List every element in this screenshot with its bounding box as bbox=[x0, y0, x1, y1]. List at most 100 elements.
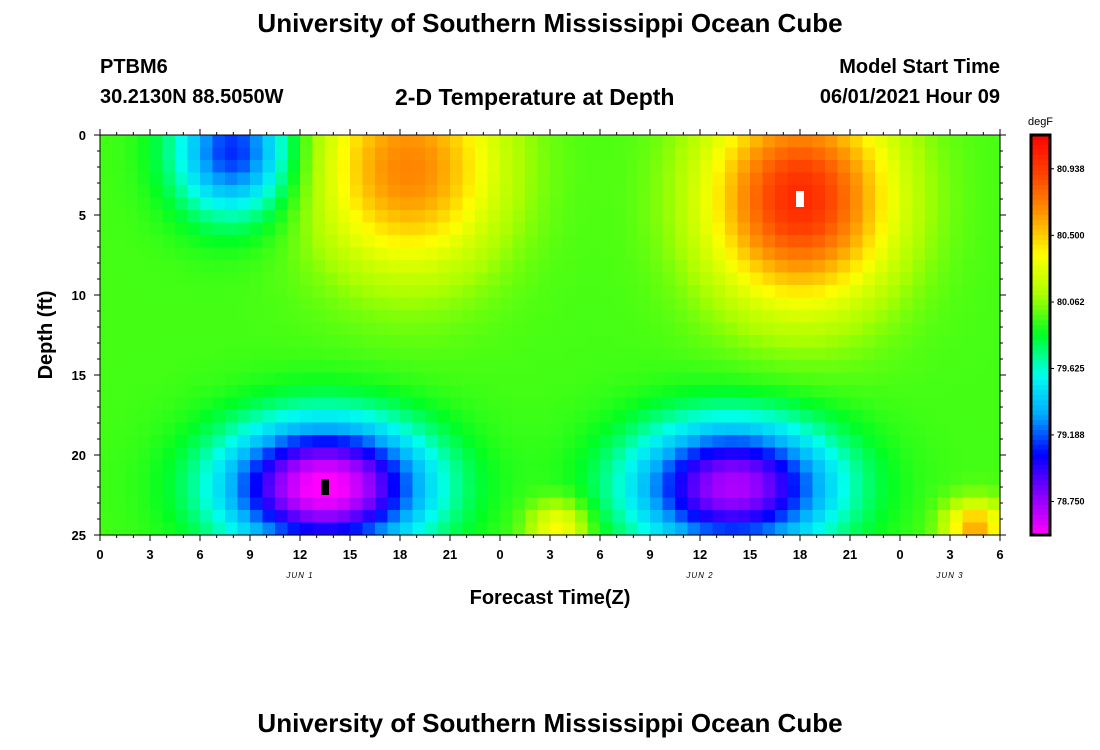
heatmap-cell bbox=[525, 135, 539, 149]
heatmap-cell bbox=[412, 510, 426, 524]
heatmap-cell bbox=[587, 472, 601, 486]
heatmap-cell bbox=[812, 347, 826, 361]
heatmap-cell bbox=[250, 135, 264, 149]
heatmap-cell bbox=[625, 435, 639, 449]
heatmap-cell bbox=[162, 322, 176, 336]
heatmap-cell bbox=[350, 510, 364, 524]
heatmap-cell bbox=[850, 197, 864, 211]
heatmap-cell bbox=[262, 235, 276, 249]
heatmap-cell bbox=[950, 160, 964, 174]
heatmap-cell bbox=[787, 247, 801, 261]
heatmap-cell bbox=[675, 372, 689, 386]
heatmap-cell bbox=[550, 135, 564, 149]
heatmap-cell bbox=[125, 522, 139, 536]
heatmap-cell bbox=[475, 222, 489, 236]
heatmap-cell bbox=[412, 410, 426, 424]
heatmap-cell bbox=[412, 360, 426, 374]
heatmap-cell bbox=[800, 310, 814, 324]
heatmap-cell bbox=[312, 210, 326, 224]
heatmap-cell bbox=[662, 335, 676, 349]
heatmap-cell bbox=[312, 160, 326, 174]
heatmap-cell bbox=[937, 185, 951, 199]
heatmap-cell bbox=[375, 335, 389, 349]
heatmap-cell bbox=[500, 447, 514, 461]
heatmap-cell bbox=[187, 160, 201, 174]
heatmap-cell bbox=[500, 185, 514, 199]
heatmap-cell bbox=[675, 447, 689, 461]
heatmap-cell bbox=[987, 410, 1001, 424]
heatmap-cell bbox=[425, 372, 439, 386]
heatmap-cell bbox=[325, 285, 339, 299]
heatmap-cell bbox=[687, 497, 701, 511]
heatmap-cell bbox=[937, 372, 951, 386]
heatmap-cell bbox=[425, 235, 439, 249]
heatmap-cell bbox=[137, 147, 151, 161]
heatmap-cell bbox=[737, 160, 751, 174]
x-tick-label: 0 bbox=[896, 547, 903, 562]
heatmap-cell bbox=[175, 360, 189, 374]
heatmap-cell bbox=[287, 185, 301, 199]
heatmap-cell bbox=[512, 447, 526, 461]
heatmap-cell bbox=[675, 285, 689, 299]
heatmap-cell bbox=[812, 272, 826, 286]
heatmap-cell bbox=[937, 447, 951, 461]
heatmap-cell bbox=[937, 422, 951, 436]
heatmap-cell bbox=[987, 385, 1001, 399]
heatmap-cell bbox=[462, 360, 476, 374]
heatmap-cell bbox=[700, 435, 714, 449]
heatmap-cell bbox=[150, 447, 164, 461]
heatmap-cell bbox=[937, 272, 951, 286]
heatmap-cell bbox=[400, 297, 414, 311]
heatmap-cell bbox=[800, 235, 814, 249]
heatmap-cell bbox=[425, 335, 439, 349]
heatmap-cell bbox=[750, 222, 764, 236]
colorbar-label: 80.938 bbox=[1057, 164, 1085, 174]
heatmap-cell bbox=[337, 210, 351, 224]
heatmap-cell bbox=[650, 322, 664, 336]
heatmap-cell bbox=[625, 185, 639, 199]
heatmap-cell bbox=[875, 372, 889, 386]
heatmap-cell bbox=[662, 172, 676, 186]
heatmap-cell bbox=[212, 360, 226, 374]
heatmap-cell bbox=[887, 385, 901, 399]
y-tick-label: 5 bbox=[79, 208, 86, 223]
heatmap-cell bbox=[925, 397, 939, 411]
heatmap-cell bbox=[850, 397, 864, 411]
heatmap-cell bbox=[587, 147, 601, 161]
heatmap-cell bbox=[637, 447, 651, 461]
heatmap-cell bbox=[800, 322, 814, 336]
heatmap-cell bbox=[362, 322, 376, 336]
heatmap-cell bbox=[825, 247, 839, 261]
heatmap-cell bbox=[625, 260, 639, 274]
heatmap-cell bbox=[100, 485, 114, 499]
heatmap-cell bbox=[625, 247, 639, 261]
heatmap-cell bbox=[425, 347, 439, 361]
heatmap-cell bbox=[687, 197, 701, 211]
heatmap-cell bbox=[700, 185, 714, 199]
heatmap-cell bbox=[212, 185, 226, 199]
heatmap-cell bbox=[962, 472, 976, 486]
heatmap-cell bbox=[550, 310, 564, 324]
heatmap-cell bbox=[712, 235, 726, 249]
heatmap-cell bbox=[600, 197, 614, 211]
heatmap-cell bbox=[200, 510, 214, 524]
heatmap-cell bbox=[675, 210, 689, 224]
heatmap-cell bbox=[325, 397, 339, 411]
heatmap-cell bbox=[525, 335, 539, 349]
heatmap-cell bbox=[800, 347, 814, 361]
heatmap-cell bbox=[562, 460, 576, 474]
station-id: PTBM6 bbox=[100, 56, 168, 78]
model-start-label: Model Start Time bbox=[839, 56, 1000, 78]
colorbar-swatch bbox=[1031, 175, 1050, 181]
heatmap-cell bbox=[787, 422, 801, 436]
heatmap-cell bbox=[775, 497, 789, 511]
heatmap-cell bbox=[937, 347, 951, 361]
heatmap-cell bbox=[425, 435, 439, 449]
heatmap-cell bbox=[462, 335, 476, 349]
heatmap-cell bbox=[650, 172, 664, 186]
heatmap-cell bbox=[700, 372, 714, 386]
heatmap-cell bbox=[325, 172, 339, 186]
heatmap-cell bbox=[300, 285, 314, 299]
heatmap-cell bbox=[525, 235, 539, 249]
heatmap-cell bbox=[362, 385, 376, 399]
